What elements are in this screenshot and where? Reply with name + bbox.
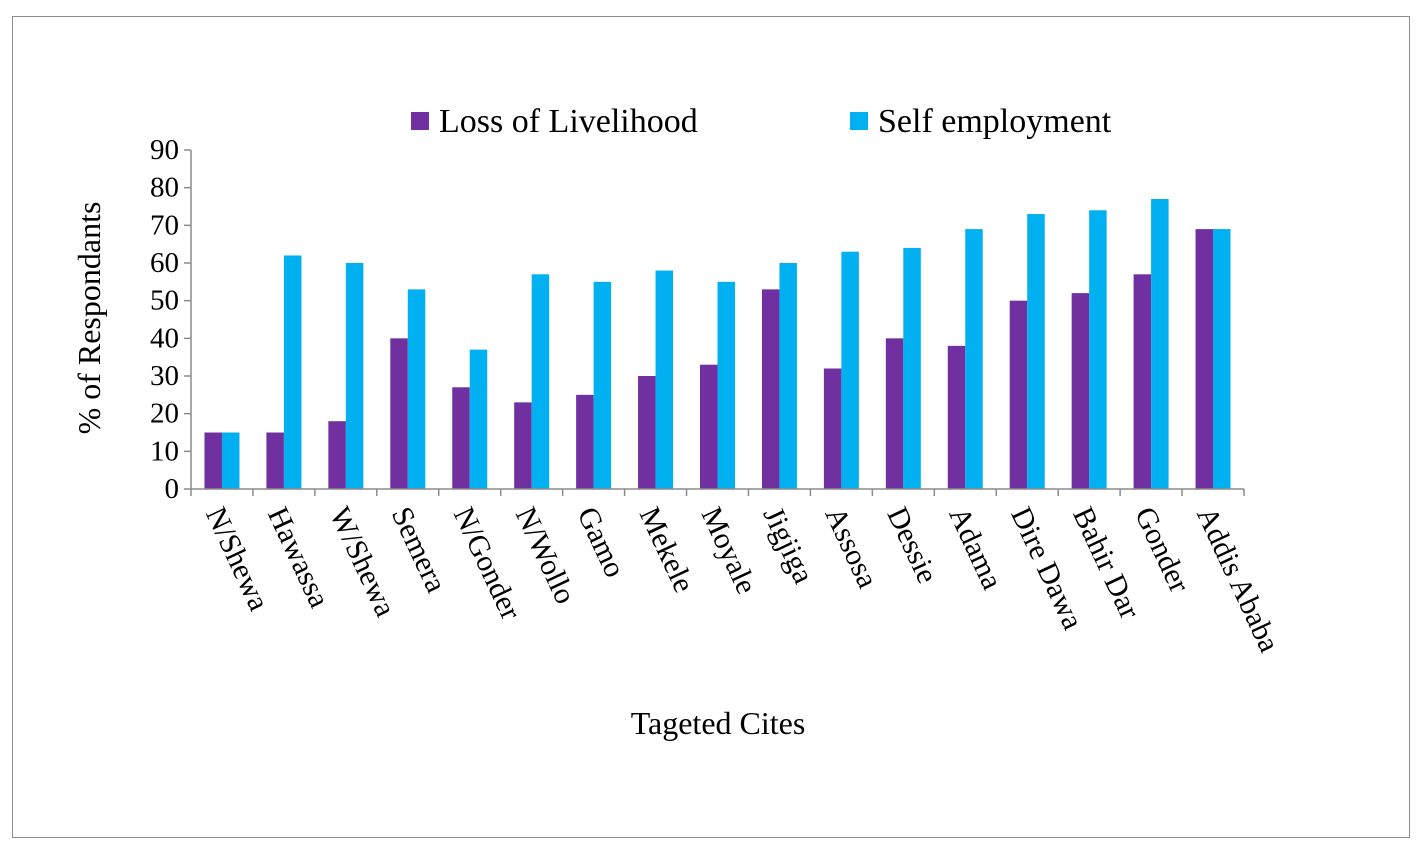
- y-axis-title: % of Respondants: [71, 202, 107, 435]
- bar-loss-of-livelihood-7: [576, 394, 594, 489]
- bar-self-employment-15: [1089, 210, 1107, 489]
- bar-self-employment-8: [655, 270, 674, 489]
- bar-loss-of-livelihood-1: [204, 432, 222, 489]
- y-tick-label: 0: [165, 473, 180, 505]
- y-tick-label: 30: [150, 360, 179, 392]
- bar-self-employment-5: [469, 349, 488, 489]
- bar-self-employment-9: [717, 281, 735, 489]
- bar-loss-of-livelihood-8: [638, 376, 656, 489]
- bar-self-employment-7: [593, 281, 612, 489]
- bar-self-employment-11: [841, 251, 859, 489]
- y-tick-label: 50: [150, 285, 179, 317]
- legend-label-loss-of-livelihood: Loss of Livelihood: [439, 103, 698, 140]
- bar-self-employment-3: [345, 263, 364, 489]
- bar-loss-of-livelihood-10: [761, 289, 780, 489]
- x-category-label: Mekele: [633, 502, 701, 597]
- x-category-label: Assosa: [818, 502, 884, 593]
- bar-self-employment-4: [407, 289, 426, 489]
- x-category-label: Moyale: [695, 502, 764, 599]
- legend-swatch-self-employment: [850, 112, 868, 130]
- bar-loss-of-livelihood-12: [885, 338, 904, 489]
- bar-loss-of-livelihood-4: [390, 338, 408, 489]
- bar-self-employment-14: [1027, 214, 1045, 489]
- y-tick-label: 10: [150, 435, 179, 467]
- x-category-label: Dessie: [880, 502, 944, 588]
- bar-loss-of-livelihood-5: [452, 387, 470, 489]
- x-category-label: Gamo: [571, 502, 632, 582]
- bar-loss-of-livelihood-11: [823, 368, 842, 489]
- bar-self-employment-16: [1151, 198, 1169, 489]
- bar-loss-of-livelihood-6: [514, 402, 532, 489]
- x-category-label: Jigjiga: [756, 502, 820, 588]
- y-tick-label: 70: [150, 209, 179, 241]
- x-category-label: Adama: [942, 502, 1009, 594]
- bar-self-employment-2: [283, 255, 302, 489]
- plot-area: 0102030405060708090N/ShewaHawassaW/Shewa…: [150, 134, 1286, 657]
- bar-self-employment-6: [531, 274, 550, 489]
- y-tick-label: 20: [150, 398, 179, 430]
- bar-loss-of-livelihood-13: [947, 345, 966, 489]
- bar-loss-of-livelihood-3: [328, 421, 346, 489]
- bar-self-employment-10: [779, 263, 797, 489]
- bar-loss-of-livelihood-15: [1071, 293, 1090, 489]
- y-tick-label: 40: [150, 322, 179, 354]
- y-tick-label: 80: [150, 172, 179, 204]
- legend: Loss of Livelihood Self employment: [411, 103, 1112, 140]
- bar-loss-of-livelihood-2: [266, 432, 284, 489]
- bar-loss-of-livelihood-9: [700, 364, 718, 489]
- bar-self-employment-17: [1213, 229, 1231, 489]
- x-category-label: Gonder: [1128, 502, 1196, 597]
- x-category-label: Addis Ababa: [1190, 502, 1286, 657]
- legend-label-self-employment: Self employment: [878, 103, 1112, 140]
- y-tick-label: 90: [150, 134, 179, 166]
- bar-loss-of-livelihood-14: [1009, 300, 1028, 489]
- x-category-label: Semera: [385, 502, 453, 597]
- bar-loss-of-livelihood-16: [1133, 274, 1152, 489]
- bar-self-employment-1: [221, 432, 240, 489]
- y-tick-label: 60: [150, 247, 179, 279]
- legend-swatch-loss-of-livelihood: [411, 112, 429, 130]
- bar-loss-of-livelihood-17: [1195, 229, 1214, 489]
- bar-self-employment-12: [903, 247, 921, 489]
- x-axis-title: Tageted Cites: [631, 705, 806, 741]
- bar-self-employment-13: [965, 229, 983, 489]
